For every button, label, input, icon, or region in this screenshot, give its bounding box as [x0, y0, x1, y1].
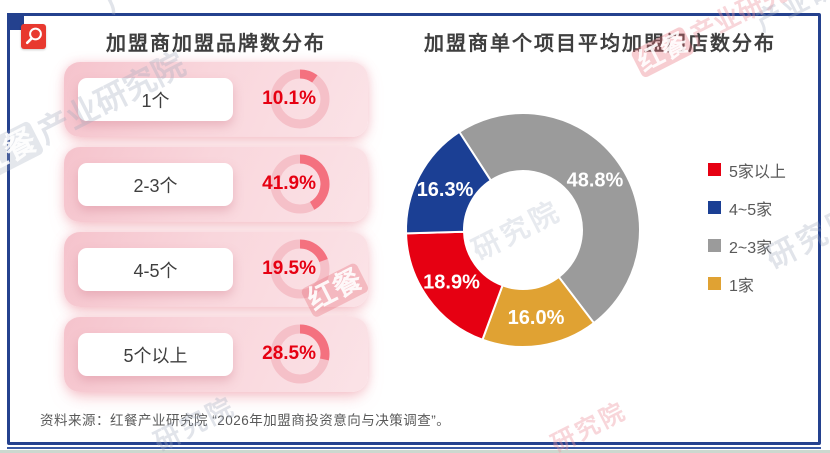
bottom-accent-line: [7, 447, 821, 449]
percent-value: 19.5%: [262, 258, 316, 279]
gauge-ring: [270, 69, 330, 129]
content-frame: [7, 13, 821, 445]
category-label-box: 2-3个: [78, 163, 233, 206]
bottom-edge-strip: [0, 450, 830, 453]
gauge-row: 1个 10.1%: [64, 62, 368, 137]
gauge-arc: [299, 324, 330, 361]
donut-label: 48.8%: [567, 169, 624, 191]
legend-swatch: [708, 239, 721, 252]
gauge-ring: [270, 239, 330, 299]
donut-label: 16.0%: [508, 307, 565, 329]
percent-value: 41.9%: [262, 173, 316, 194]
gauge-ring: [270, 154, 330, 214]
donut-segment-5家以上: [405, 230, 504, 341]
gauge-ring: [270, 324, 330, 384]
legend-item-1家: 1家: [708, 275, 786, 295]
corner-accent-square: [7, 13, 24, 30]
donut-legend: 5家以上 4~5家 2~3家 1家: [708, 161, 786, 295]
gauge-arc: [299, 154, 330, 210]
legend-label: 2~3家: [729, 239, 773, 257]
right-chart-title: 加盟商单个项目平均加盟门店数分布: [424, 33, 776, 55]
legend-swatch: [708, 163, 721, 176]
legend-swatch: [708, 201, 721, 214]
magnifier-icon: [25, 27, 42, 45]
gauge-row: 5个以上 28.5%: [64, 317, 368, 392]
donut-segment-2~3家: [458, 112, 642, 325]
donut-chart: 48.8% 16.0% 18.9% 16.3%: [405, 112, 642, 348]
source-note: 资料来源：红餐产业研究院 “2026年加盟商投资意向与决策调查”。: [40, 413, 451, 428]
gauge-row: 4-5个 19.5%: [64, 232, 368, 307]
gauge-row-list: 1个 10.1% 2-3个 41.9% 4-5个 19.5% 5个以上 28.5%: [64, 62, 368, 392]
percent-value: 28.5%: [262, 343, 316, 364]
legend-item-5家以上: 5家以上: [708, 161, 786, 181]
legend-item-4~5家: 4~5家: [708, 199, 786, 219]
legend-swatch: [708, 277, 721, 290]
brand-logo: [21, 24, 46, 49]
gauge-arc: [299, 69, 318, 83]
legend-item-2~3家: 2~3家: [708, 237, 786, 257]
donut-label: 16.3%: [417, 179, 474, 201]
category-label-box: 4-5个: [78, 248, 233, 291]
category-label-box: 5个以上: [78, 333, 233, 376]
left-chart-title: 加盟商加盟品牌数分布: [106, 33, 326, 55]
donut-label: 18.9%: [423, 271, 480, 293]
legend-label: 5家以上: [729, 163, 786, 181]
legend-label: 4~5家: [729, 201, 773, 219]
gauge-row: 2-3个 41.9%: [64, 147, 368, 222]
legend-label: 1家: [729, 277, 754, 295]
donut-segment-4~5家: [405, 130, 492, 235]
percent-value: 10.1%: [262, 88, 316, 109]
gauge-arc: [299, 239, 328, 263]
category-label-box: 1个: [78, 78, 233, 121]
